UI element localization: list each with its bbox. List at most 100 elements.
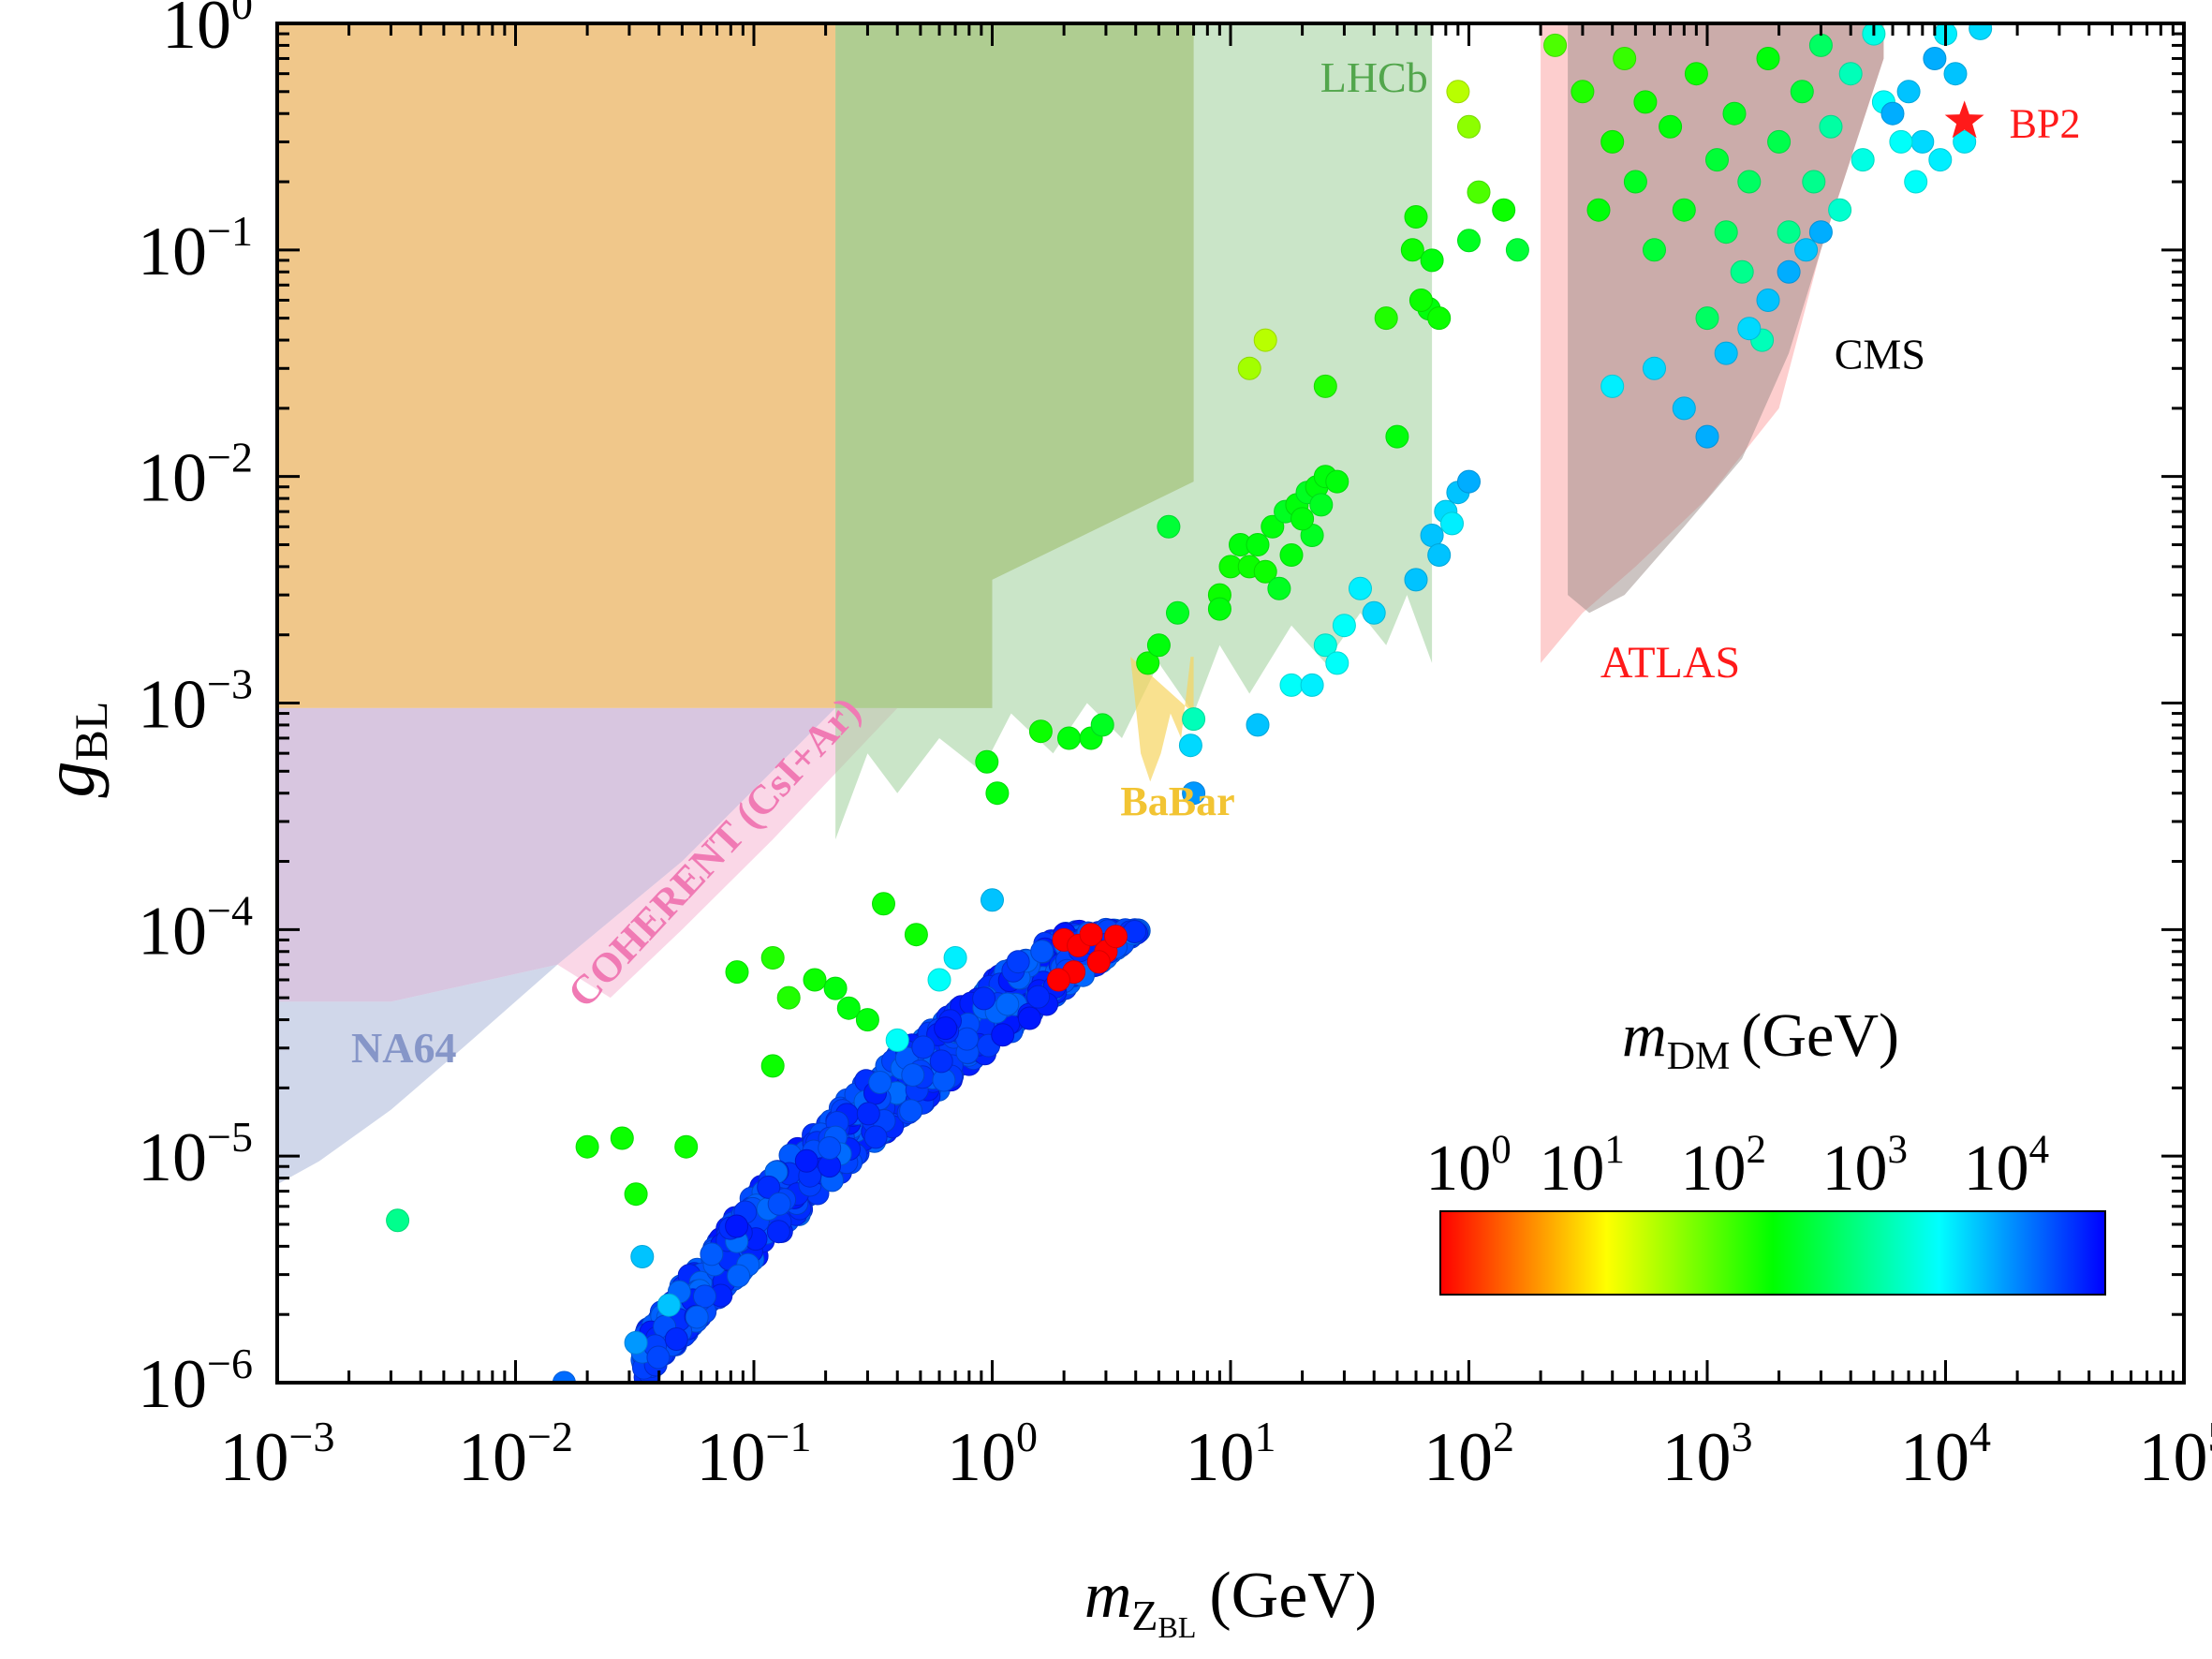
band-point: [991, 1023, 1015, 1047]
scatter-point: [1290, 507, 1315, 531]
scatter-point: [1623, 170, 1647, 194]
x-tick-label: 103: [1662, 1413, 1753, 1496]
scatter-point: [1923, 47, 1947, 70]
scatter-point: [1714, 220, 1738, 244]
colorbar: mDM (GeV) 100 101 102 103 104: [1425, 1001, 2106, 1296]
scatter-point: [1777, 220, 1801, 244]
scatter-point: [1246, 713, 1270, 737]
scatter-point: [1457, 469, 1481, 494]
scatter-point: [1325, 469, 1349, 494]
scatter-point: [1086, 950, 1111, 974]
region-label-cms: CMS: [1835, 330, 1925, 378]
y-tick-label: 10−6: [138, 1340, 253, 1423]
scatter-point: [975, 749, 999, 774]
band-point: [911, 1035, 936, 1059]
scatter-point: [1896, 80, 1921, 104]
scatter-point: [1313, 374, 1337, 398]
y-tick-label: 10−5: [138, 1113, 253, 1196]
band-point: [1006, 950, 1030, 974]
scatter-point: [1659, 114, 1683, 139]
scatter-point: [1767, 129, 1792, 154]
colorbar-tick-label: 100: [1425, 1128, 1512, 1205]
scatter-point: [1182, 781, 1206, 806]
scatter-point: [1349, 576, 1372, 600]
x-tick-label: 104: [1900, 1413, 1991, 1496]
colorbar-tick-label: 104: [1964, 1128, 2050, 1205]
scatter-point: [1267, 576, 1291, 600]
band-point: [725, 1214, 749, 1238]
scatter-point: [1446, 80, 1470, 104]
axis-ticks: [275, 22, 2186, 1385]
scatter-point: [1279, 673, 1304, 697]
scatter-point: [1586, 198, 1611, 222]
band-point: [899, 1099, 923, 1123]
scatter-point: [823, 976, 848, 1000]
scatter-point: [1427, 306, 1452, 331]
scatter-point: [1904, 170, 1928, 194]
x-tick-label: 101: [1186, 1413, 1276, 1496]
scatter-point: [1492, 198, 1516, 222]
band-point: [757, 1175, 781, 1199]
scatter-point: [1467, 180, 1491, 204]
band-point: [1030, 940, 1054, 964]
x-tick-label: 105: [2139, 1413, 2212, 1496]
scatter-point: [1808, 33, 1833, 57]
region-babar: [1130, 657, 1194, 782]
region-label-na64: NA64: [351, 1024, 456, 1072]
scatter-point: [1309, 493, 1334, 517]
colorbar-gradient: [1439, 1210, 2106, 1296]
scatter-point: [1079, 923, 1103, 947]
scatter-point: [1028, 719, 1053, 744]
band-point: [818, 1136, 842, 1160]
scatter-point: [624, 1182, 648, 1207]
scatter-point: [1457, 229, 1481, 253]
band-point: [863, 1125, 888, 1149]
scatter-point: [1722, 101, 1747, 126]
colorbar-tick-labels: 100 101 102 103 104: [1425, 1128, 2049, 1205]
scatter-point: [1440, 511, 1464, 536]
band-point: [1026, 985, 1051, 1009]
scatter-point: [1246, 533, 1270, 556]
scatter-point: [1819, 114, 1843, 139]
benchmark-star: [1944, 100, 1984, 139]
scatter-point: [1279, 543, 1304, 567]
scatter-point: [1714, 341, 1738, 365]
scatter-point: [1851, 148, 1875, 172]
scatter-point: [1928, 148, 1953, 172]
band-point: [767, 1192, 791, 1216]
y-tick-label: 100: [162, 0, 253, 64]
scatter-point: [1237, 356, 1261, 380]
colorbar-tick-label: 102: [1680, 1128, 1766, 1205]
scatter-point: [386, 1208, 410, 1233]
y-axis-title: gBL: [28, 702, 117, 798]
scatter-point: [575, 1134, 599, 1159]
scatter-point: [1613, 47, 1637, 70]
band-point: [766, 1220, 790, 1244]
blue-band: [630, 917, 1151, 1383]
scatter-point: [1643, 238, 1666, 262]
band-point: [685, 1305, 709, 1329]
scatter-point: [1300, 673, 1324, 697]
scatter-point: [1889, 129, 1913, 154]
scatter-point: [855, 1008, 879, 1032]
scatter-point: [1408, 289, 1433, 312]
scatter-point: [803, 968, 827, 992]
scatter-point: [1404, 568, 1428, 592]
x-tick-label: 100: [947, 1413, 1038, 1496]
scatter-point: [985, 781, 1010, 806]
scatter-point: [1178, 733, 1202, 758]
scatter-point: [1157, 514, 1181, 539]
scatter-point: [1756, 47, 1780, 70]
scatter-point: [760, 1054, 785, 1078]
x-tick-label: 10−1: [697, 1413, 812, 1496]
scatter-point: [836, 996, 861, 1020]
scatter-point: [943, 946, 967, 970]
scatter-point: [1695, 306, 1719, 331]
benchmark-label: BP2: [2010, 100, 2081, 146]
scatter-point: [872, 892, 895, 916]
x-tick-label: 10−3: [220, 1413, 335, 1496]
y-tick-label: 10−1: [138, 207, 253, 290]
scatter-point: [1790, 80, 1814, 104]
band-point: [955, 1027, 980, 1051]
scatter-point: [674, 1134, 699, 1159]
